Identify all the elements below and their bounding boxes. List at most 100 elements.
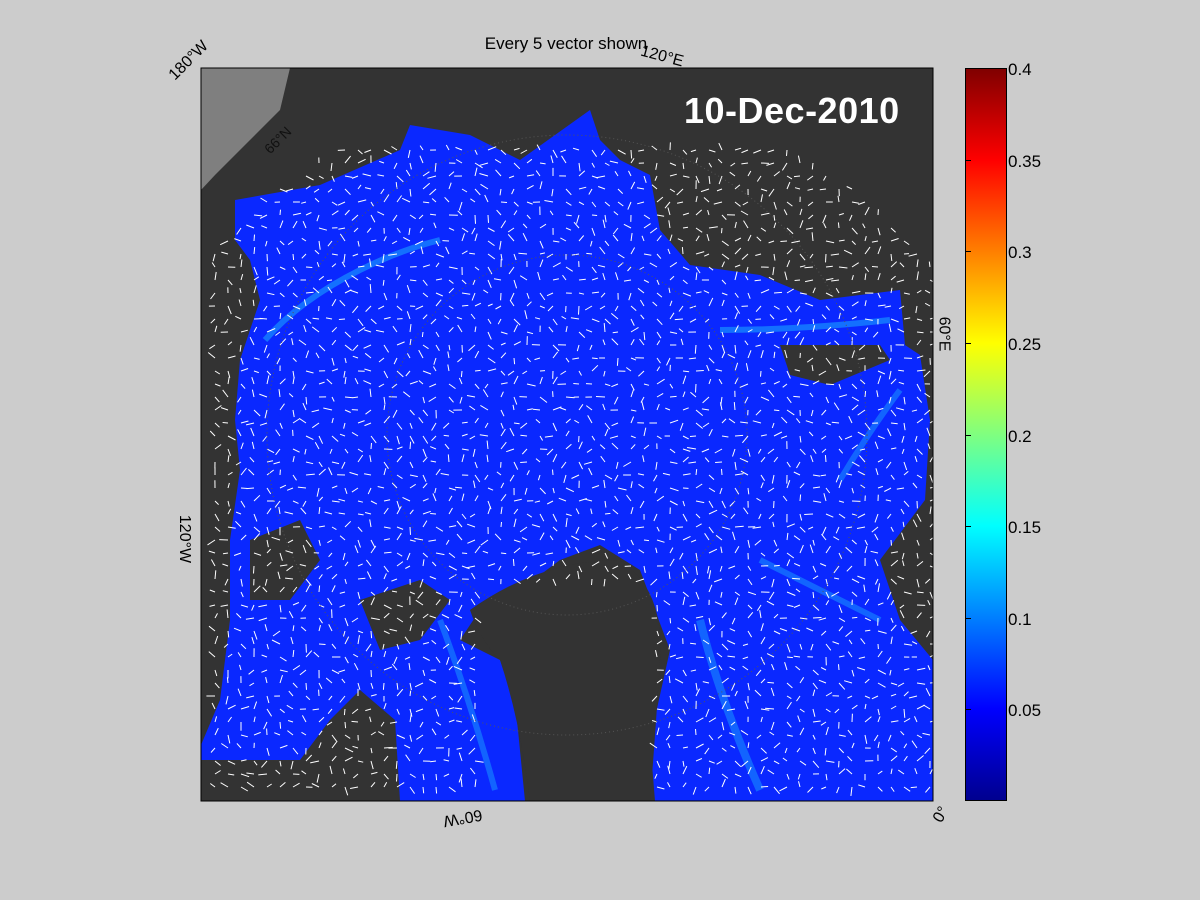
drift-vector bbox=[702, 639, 710, 645]
drift-vector bbox=[900, 730, 905, 736]
drift-vector bbox=[383, 773, 389, 780]
drift-vector bbox=[331, 783, 337, 788]
drift-vector bbox=[240, 368, 249, 372]
drift-vector bbox=[628, 292, 632, 301]
drift-vector bbox=[484, 383, 489, 389]
drift-vector bbox=[630, 481, 633, 489]
drift-vector bbox=[820, 563, 827, 567]
drift-vector bbox=[240, 329, 248, 333]
drift-vector bbox=[396, 561, 404, 567]
drift-vector bbox=[303, 299, 307, 307]
drift-vector bbox=[279, 674, 283, 684]
drift-vector bbox=[422, 292, 429, 298]
drift-vector bbox=[479, 434, 489, 437]
drift-vector bbox=[747, 565, 752, 571]
drift-vector bbox=[383, 538, 391, 541]
drift-vector bbox=[747, 742, 750, 749]
drift-vector bbox=[604, 318, 611, 325]
drift-vector bbox=[496, 209, 502, 216]
drift-vector bbox=[532, 408, 541, 411]
drift-vector bbox=[857, 431, 866, 437]
drift-vector bbox=[578, 292, 585, 295]
drift-vector bbox=[301, 731, 307, 736]
drift-vector bbox=[539, 162, 546, 165]
drift-vector bbox=[916, 259, 919, 268]
drift-vector bbox=[604, 201, 611, 207]
drift-vector bbox=[773, 630, 781, 635]
drift-vector bbox=[769, 367, 775, 372]
drift-vector bbox=[877, 407, 884, 411]
drift-vector bbox=[923, 370, 931, 378]
drift-vector bbox=[405, 565, 411, 569]
drift-vector bbox=[279, 669, 288, 673]
drift-vector bbox=[405, 754, 411, 762]
drift-vector bbox=[328, 695, 333, 701]
drift-vector bbox=[898, 381, 905, 385]
drift-vector bbox=[431, 435, 437, 442]
drift-vector bbox=[649, 262, 658, 268]
drift-vector bbox=[258, 604, 268, 608]
drift-vector bbox=[546, 253, 554, 259]
drift-vector bbox=[431, 695, 437, 700]
drift-vector bbox=[301, 715, 307, 723]
drift-vector bbox=[325, 317, 333, 320]
drift-vector bbox=[728, 565, 736, 569]
drift-vector bbox=[370, 694, 377, 697]
drift-vector bbox=[331, 643, 337, 650]
drift-vector bbox=[249, 456, 255, 463]
drift-vector bbox=[500, 428, 506, 437]
drift-vector bbox=[695, 616, 704, 619]
drift-vector bbox=[396, 526, 404, 530]
drift-vector bbox=[682, 708, 686, 715]
drift-vector bbox=[718, 142, 723, 151]
drift-vector bbox=[588, 467, 593, 476]
drift-vector bbox=[253, 276, 260, 281]
drift-vector bbox=[509, 292, 515, 302]
drift-vector bbox=[812, 325, 816, 333]
drift-vector bbox=[344, 175, 353, 178]
drift-vector bbox=[687, 447, 697, 450]
drift-vector bbox=[890, 693, 897, 697]
drift-vector bbox=[209, 604, 216, 607]
drift-vector bbox=[263, 305, 268, 312]
drift-vector bbox=[708, 162, 713, 168]
drift-vector bbox=[781, 162, 788, 171]
drift-vector bbox=[929, 720, 933, 723]
drift-vector bbox=[369, 258, 372, 268]
drift-vector bbox=[901, 448, 905, 454]
drift-vector bbox=[825, 600, 830, 606]
drift-vector bbox=[630, 305, 637, 311]
drift-vector bbox=[617, 539, 621, 547]
drift-vector bbox=[474, 214, 476, 224]
drift-vector bbox=[807, 526, 814, 530]
drift-vector bbox=[365, 708, 372, 712]
colorbar-tick-label: 0.3 bbox=[1008, 243, 1032, 263]
drift-vector bbox=[448, 719, 455, 723]
drift-vector bbox=[730, 162, 736, 167]
drift-vector bbox=[664, 708, 671, 715]
drift-vector bbox=[287, 314, 294, 320]
drift-vector bbox=[513, 147, 520, 151]
drift-vector bbox=[469, 667, 476, 671]
drift-vector bbox=[706, 364, 710, 372]
drift-vector bbox=[236, 227, 242, 235]
drift-vector bbox=[435, 299, 442, 307]
drift-vector bbox=[227, 471, 233, 476]
drift-vector bbox=[275, 429, 281, 437]
drift-vector bbox=[448, 383, 456, 390]
colorbar-tick-label: 0.4 bbox=[1008, 60, 1032, 79]
drift-vector bbox=[799, 265, 806, 268]
drift-vector bbox=[701, 448, 710, 453]
drift-vector bbox=[292, 409, 295, 418]
drift-vector bbox=[318, 716, 325, 723]
drift-vector bbox=[209, 430, 216, 437]
drift-vector bbox=[318, 682, 323, 690]
drift-vector bbox=[279, 564, 288, 567]
drift-vector bbox=[838, 435, 843, 441]
drift-vector bbox=[575, 508, 580, 515]
drift-vector bbox=[520, 434, 528, 437]
drift-vector bbox=[366, 276, 372, 281]
drift-vector bbox=[512, 558, 515, 567]
drift-vector bbox=[448, 182, 452, 190]
drift-vector bbox=[903, 643, 913, 646]
